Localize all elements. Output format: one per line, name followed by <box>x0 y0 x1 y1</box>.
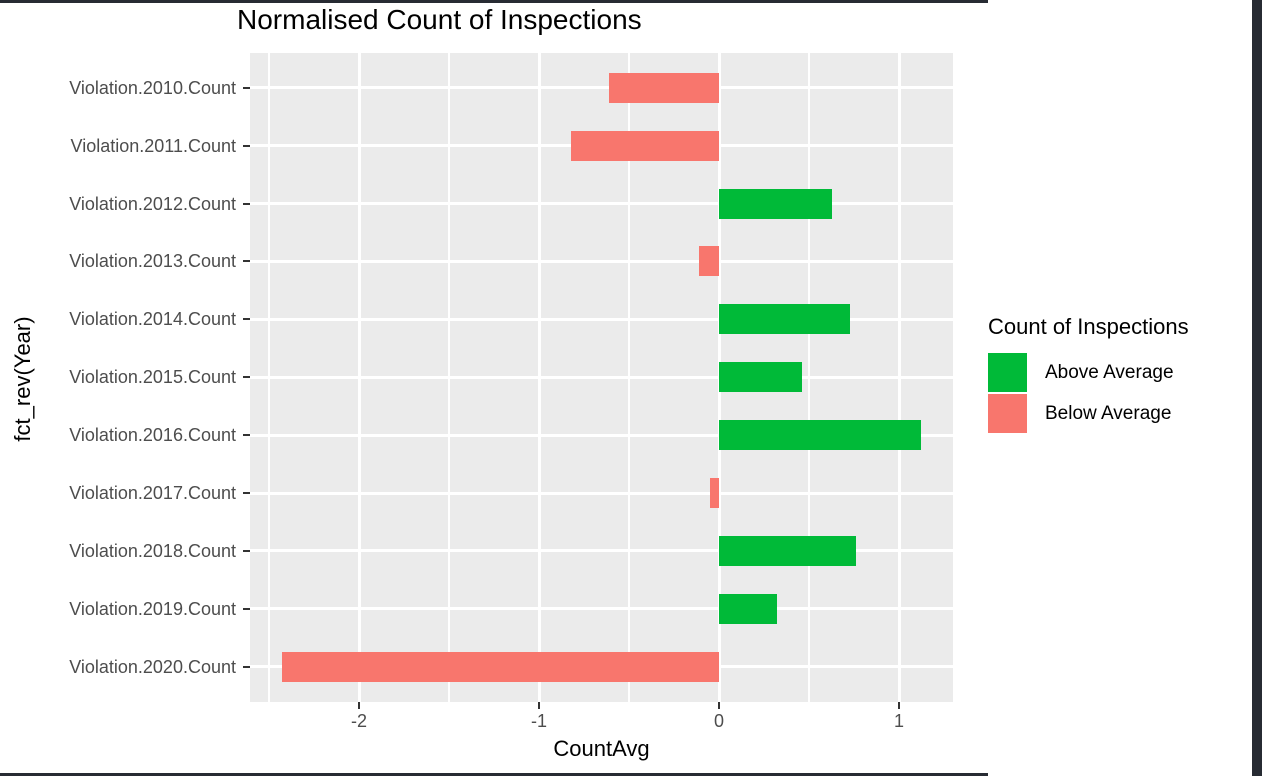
y-tick-mark <box>243 260 250 263</box>
legend-entry-label: Above Average <box>1045 361 1174 383</box>
y-tick-mark <box>243 492 250 494</box>
gridline-major-horizontal <box>250 259 953 263</box>
y-tick-label: Violation.2020.Count <box>69 656 236 677</box>
bar-above-average <box>719 535 856 566</box>
window-border-right <box>1252 0 1262 776</box>
y-tick-label: Violation.2013.Count <box>69 251 236 272</box>
y-tick-label: Violation.2016.Count <box>69 425 236 446</box>
x-tick-mark <box>538 702 540 709</box>
y-tick-label: Violation.2010.Count <box>69 77 236 98</box>
x-tick-label: 1 <box>893 711 904 731</box>
x-tick-mark <box>898 702 900 709</box>
y-tick-label: Violation.2015.Count <box>69 367 236 388</box>
bar-below-average <box>699 246 719 277</box>
y-tick-label: Violation.2019.Count <box>69 598 236 619</box>
gridline-major-horizontal <box>250 86 953 90</box>
y-tick-mark <box>243 607 250 610</box>
x-tick-label: -1 <box>530 711 547 731</box>
legend-entries: Above Average Below Average <box>988 353 1189 433</box>
window-border-bottom <box>0 773 988 776</box>
legend-key-swatch <box>988 394 1027 433</box>
y-tick-label: Violation.2018.Count <box>69 540 236 561</box>
gridline-major-horizontal <box>250 375 953 379</box>
x-tick-label: 0 <box>713 711 724 731</box>
y-tick-label: Violation.2014.Count <box>69 309 236 330</box>
y-tick-mark <box>243 86 250 89</box>
gridline-major-horizontal <box>250 491 953 495</box>
y-tick-label: Violation.2017.Count <box>69 483 236 503</box>
window-border-top <box>0 0 988 3</box>
chart-title: Normalised Count of Inspections <box>237 4 642 35</box>
y-tick-mark <box>243 549 250 552</box>
y-tick-mark <box>243 376 250 379</box>
bar-below-average <box>609 72 719 103</box>
bar-above-average <box>719 362 802 393</box>
legend-entry: Below Average <box>988 394 1189 433</box>
bar-above-average <box>719 188 833 219</box>
bar-below-average <box>571 130 719 161</box>
gridline-major-horizontal <box>250 202 953 205</box>
x-tick-mark <box>358 702 360 709</box>
legend-entry: Above Average <box>988 353 1189 392</box>
gridline-major-horizontal <box>250 433 953 437</box>
x-tick-mark <box>718 702 720 709</box>
y-tick-label: Violation.2011.Count <box>70 135 236 156</box>
legend-key-swatch <box>988 353 1027 392</box>
x-axis-title: CountAvg <box>553 736 650 761</box>
bar-above-average <box>719 593 777 624</box>
legend-title: Count of Inspections <box>988 314 1189 339</box>
bar-above-average <box>719 420 921 451</box>
y-tick-mark <box>243 144 250 147</box>
legend: Count of Inspections Above Average Below … <box>988 314 1189 435</box>
y-tick-mark <box>243 434 250 437</box>
bar-below-average <box>281 651 719 682</box>
y-tick-mark <box>243 665 250 668</box>
y-tick-mark <box>243 318 250 321</box>
y-tick-mark <box>243 202 250 205</box>
bar-above-average <box>719 304 851 335</box>
gridline-major-horizontal <box>250 549 953 553</box>
bar-below-average <box>710 478 719 508</box>
legend-entry-label: Below Average <box>1045 402 1172 424</box>
y-tick-label: Violation.2012.Count <box>69 193 236 214</box>
gridline-major-horizontal <box>250 607 953 611</box>
plot-panel <box>250 53 953 702</box>
gridline-major-horizontal <box>250 317 953 321</box>
x-tick-label: -2 <box>350 711 367 731</box>
